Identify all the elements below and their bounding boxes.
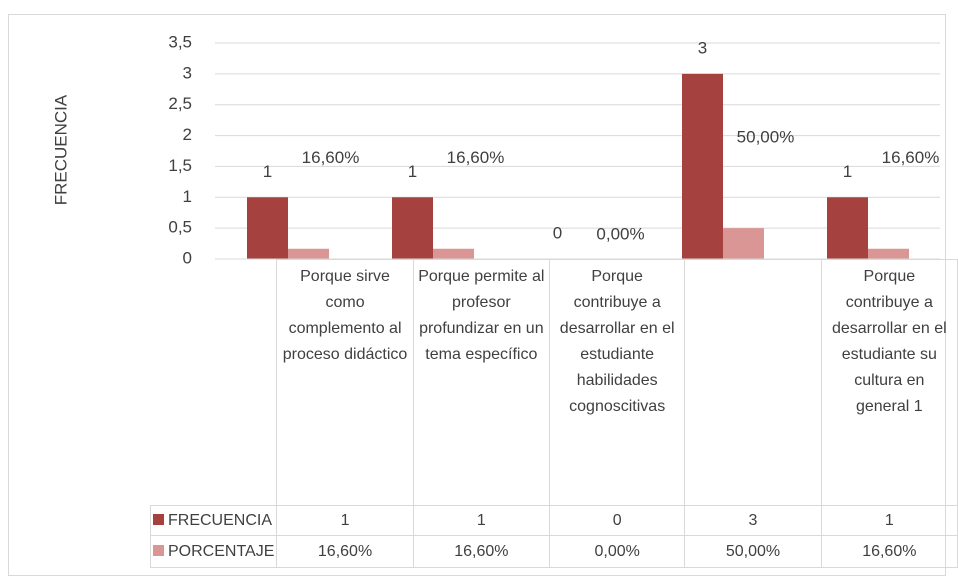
data-label: 0 (553, 223, 562, 242)
table-value: 16,60% (276, 535, 414, 568)
bar (723, 228, 764, 259)
table-value: 0 (548, 505, 686, 536)
data-table: Porque sirve como complemento al proceso… (149, 259, 958, 568)
series-row: FRECUENCIA 1 1 0 3 1 (149, 505, 958, 536)
legend-swatch (153, 544, 164, 556)
y-tick-label: 1,5 (168, 156, 192, 175)
series-row: PORCENTAJE 16,60% 16,60% 0,00% 50,00% 16,60% (149, 535, 958, 568)
table-value: 3 (684, 505, 822, 536)
y-tick-label: 3,5 (168, 32, 192, 51)
category-row: Porque sirve como complemento al proceso… (150, 259, 958, 506)
data-label: 3 (698, 38, 707, 57)
y-tick-label: 2 (183, 125, 192, 144)
table-value: 16,60% (820, 535, 958, 568)
data-label: 50,00% (737, 128, 795, 147)
table-value: 1 (276, 505, 414, 536)
legend-swatch (153, 513, 164, 525)
bar (392, 197, 433, 259)
legend-entry: PORCENTAJE (149, 535, 278, 568)
data-label: 16,60% (882, 148, 940, 167)
bar (288, 248, 329, 259)
data-label: 16,60% (447, 148, 505, 167)
bar (682, 73, 723, 259)
bar (247, 197, 288, 259)
category-label: Porque contribuye a desarrollar en el es… (820, 259, 958, 506)
y-tick-label: 1 (183, 187, 192, 206)
data-label: 16,60% (302, 148, 360, 167)
category-label: Porque sirve como complemento al proceso… (276, 259, 414, 506)
legend-entry: FRECUENCIA (149, 505, 278, 536)
table-corner (150, 259, 278, 506)
bar (827, 197, 868, 259)
y-tick-label: 2,5 (168, 94, 192, 113)
y-tick-label: 0 (183, 248, 192, 267)
table-value: 0,00% (548, 535, 686, 568)
data-label: 1 (263, 162, 272, 181)
category-label (684, 259, 822, 506)
table-value: 50,00% (684, 535, 822, 568)
y-tick-label: 3 (183, 63, 192, 82)
table-value: 1 (412, 505, 550, 536)
bar (868, 248, 909, 259)
y-axis-title: FRECUENCIA (51, 94, 70, 205)
legend-label: PORCENTAJE (168, 542, 275, 560)
category-label: Porque permite al profesor profundizar e… (412, 259, 550, 506)
table-value: 16,60% (412, 535, 550, 568)
y-tick-label: 0,5 (168, 218, 192, 237)
bar (433, 248, 474, 259)
data-label: 0,00% (596, 224, 644, 243)
legend-label: FRECUENCIA (168, 511, 273, 529)
category-label: Porque contribuye a desarrollar en el es… (548, 259, 686, 506)
data-label: 1 (408, 162, 417, 181)
data-label: 1 (843, 162, 852, 181)
table-value: 1 (820, 505, 958, 536)
